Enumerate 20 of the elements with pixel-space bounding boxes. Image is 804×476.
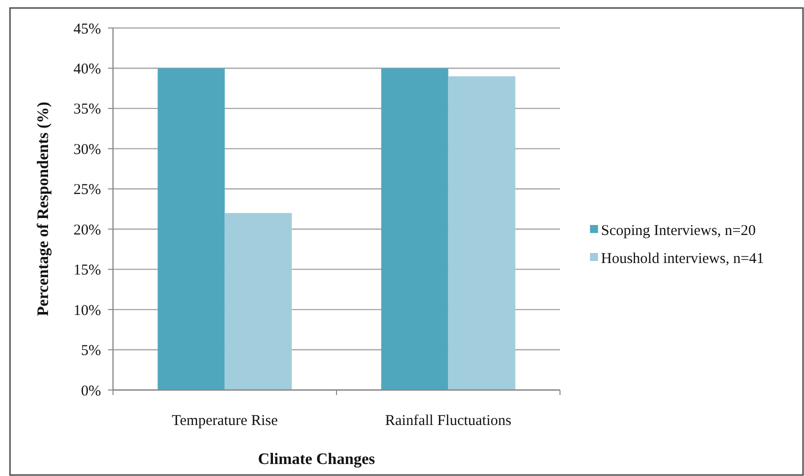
x-axis-title: Climate Changes bbox=[258, 451, 375, 468]
y-tick-label: 0% bbox=[81, 383, 101, 400]
bar bbox=[381, 68, 448, 390]
y-axis-title: Percentage of Respondents (%) bbox=[35, 102, 52, 316]
y-tick-label: 30% bbox=[74, 142, 101, 158]
legend-label: Scoping Interviews, n=20 bbox=[601, 223, 756, 239]
bar bbox=[448, 76, 516, 390]
y-tick-label: 15% bbox=[74, 262, 101, 279]
bar bbox=[158, 68, 225, 390]
y-tick-label: 20% bbox=[74, 222, 101, 238]
x-tick-label: Temperature Rise bbox=[172, 413, 278, 429]
y-tick-label: 40% bbox=[74, 61, 101, 78]
y-tick-label: 10% bbox=[74, 302, 101, 319]
y-tick-label: 25% bbox=[74, 182, 101, 198]
bar bbox=[224, 213, 292, 390]
y-tick-label: 35% bbox=[74, 102, 101, 118]
y-tick-label: 5% bbox=[81, 343, 101, 360]
legend-label: Houshold interviews, n=41 bbox=[601, 251, 764, 267]
x-tick-label: Rainfall Fluctuations bbox=[385, 413, 512, 429]
y-tick-label: 45% bbox=[74, 21, 101, 38]
